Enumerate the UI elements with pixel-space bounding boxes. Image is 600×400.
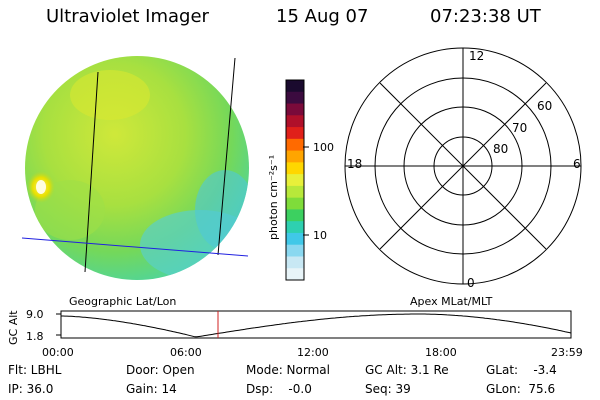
ip-label: IP: 36.0 xyxy=(8,382,54,396)
timeline-ytick-high: 9.0 xyxy=(26,308,44,321)
colorbar-swatch xyxy=(286,197,304,210)
colorbar-swatch xyxy=(286,232,304,246)
colorbar-swatch xyxy=(286,150,304,163)
date-label: 15 Aug 07 xyxy=(276,6,369,27)
polar-mlt-plot xyxy=(344,47,582,285)
colorbar-swatch xyxy=(286,138,304,152)
lat-label-70: 70 xyxy=(512,121,527,135)
time-label: 07:23:38 UT xyxy=(430,6,541,27)
colorbar-swatch xyxy=(286,115,304,128)
timeline-xtick-0: 00:00 xyxy=(42,346,74,359)
timeline-right-title: Apex MLat/MLT xyxy=(410,295,493,308)
mlt-label-6: 6 xyxy=(573,157,581,171)
instrument-title: Ultraviolet Imager xyxy=(46,6,209,27)
seq-label: Seq: 39 xyxy=(365,382,411,396)
timeline-xtick-3: 18:00 xyxy=(425,346,457,359)
colorbar-swatch xyxy=(286,209,304,222)
colorbar-swatch xyxy=(286,256,304,269)
timeline-left-title: Geographic Lat/Lon xyxy=(69,295,176,308)
filter-label: Flt: LBHL xyxy=(8,363,62,377)
gain-label: Gain: 14 xyxy=(126,382,177,396)
colorbar-tick-10: 10 xyxy=(313,229,327,242)
colorbar-swatch xyxy=(286,268,304,281)
colorbar-tick-100: 100 xyxy=(313,141,334,154)
colorbar-swatch xyxy=(286,103,304,116)
colorbar-swatch xyxy=(286,221,304,234)
timeline-axis-label: GC Alt xyxy=(7,310,20,345)
door-label: Door: Open xyxy=(126,363,195,377)
mlt-label-12: 12 xyxy=(469,49,484,63)
colorbar-swatch xyxy=(286,174,304,187)
timeline-xtick-1: 06:00 xyxy=(170,346,202,359)
glon-label: GLon: 75.6 xyxy=(486,382,556,396)
colorbar-swatch xyxy=(286,127,304,140)
dsp-label: Dsp: -0.0 xyxy=(246,382,312,396)
colorbar-swatch xyxy=(286,162,304,175)
mode-label: Mode: Normal xyxy=(246,363,330,377)
colorbar-swatch xyxy=(286,80,304,93)
colorbar-swatch xyxy=(286,91,304,105)
timeline-xtick-4: 23:59 xyxy=(551,346,583,359)
colorbar-frame xyxy=(285,79,305,281)
colorbar-swatch xyxy=(286,244,304,257)
colorbar-swatch xyxy=(286,185,304,199)
timeline-ytick-low: 1.8 xyxy=(26,330,44,343)
mlt-label-18: 18 xyxy=(347,157,362,171)
glat-label: GLat: -3.4 xyxy=(486,363,557,377)
timeline-xtick-2: 12:00 xyxy=(297,346,329,359)
altitude-timeline xyxy=(56,310,572,339)
color-scale-bar xyxy=(285,79,305,281)
gc-alt-label: GC Alt: 3.1 Re xyxy=(365,363,449,377)
earth-image xyxy=(21,56,249,280)
lat-label-60: 60 xyxy=(537,99,552,113)
mlt-label-0: 0 xyxy=(467,276,475,290)
lat-label-80: 80 xyxy=(493,142,508,156)
colorbar-unit-label: photon cm⁻²s⁻¹ xyxy=(267,155,280,240)
